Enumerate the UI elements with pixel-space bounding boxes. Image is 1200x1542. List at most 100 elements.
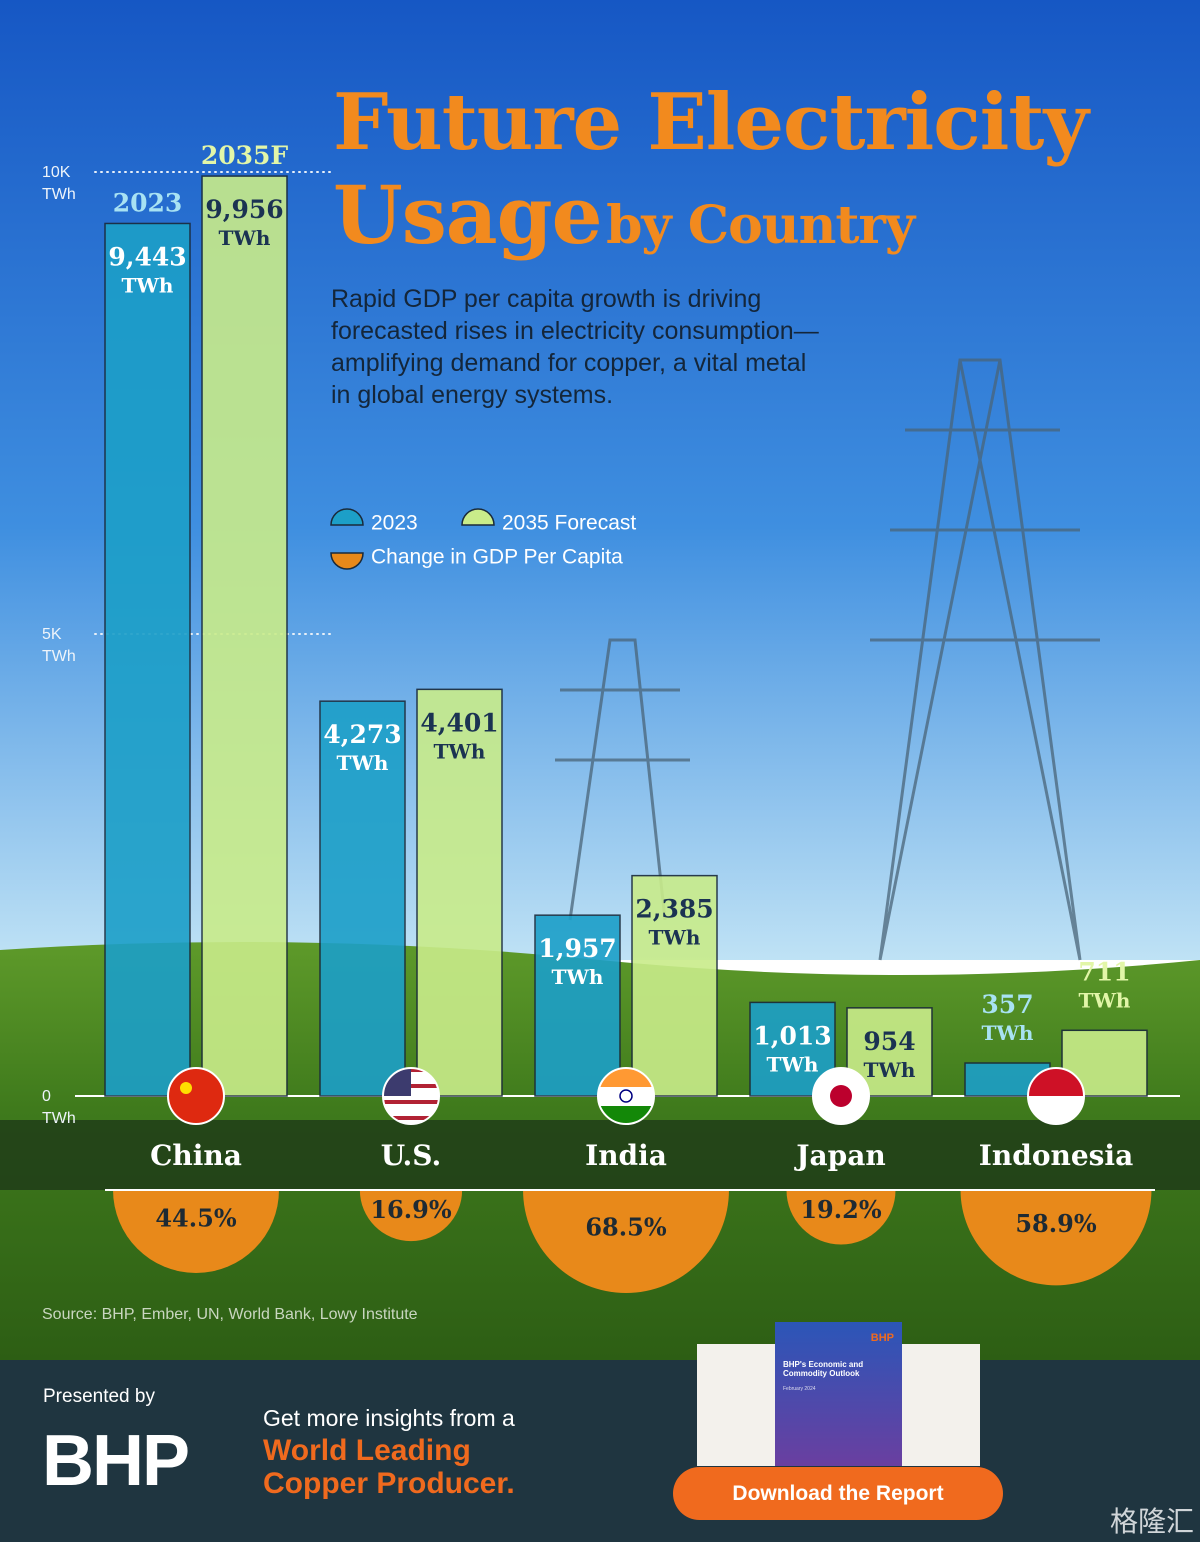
gdp-label: 68.5%	[585, 1212, 666, 1241]
category-label: China	[150, 1139, 242, 1172]
legend-label: Change in GDP Per Capita	[371, 546, 623, 569]
report-page-right	[902, 1344, 980, 1466]
category-label: Indonesia	[979, 1139, 1133, 1172]
value-label: 4,273	[323, 720, 401, 749]
flag-body	[383, 1068, 439, 1124]
value-unit: TWh	[434, 739, 486, 763]
title-line2-big: Usage	[333, 168, 602, 262]
flag	[167, 1067, 225, 1125]
category-label: Japan	[793, 1139, 885, 1172]
bar	[749, 1001, 836, 1097]
value-label: 9,443	[108, 242, 186, 271]
legend-swatch	[330, 508, 364, 526]
value-unit: TWh	[864, 1058, 916, 1082]
gdp-label: 58.9%	[1015, 1209, 1096, 1238]
flag-ring	[1027, 1067, 1085, 1125]
value-label: 9,956	[205, 195, 283, 224]
bar	[416, 688, 503, 1097]
gdp-half-circle	[359, 1190, 463, 1242]
value-unit: TWh	[122, 273, 174, 297]
title-line2: Usage by Country	[333, 168, 915, 283]
flag	[597, 1067, 655, 1125]
value-label: 1,957	[538, 934, 616, 963]
legend-swatch	[330, 552, 364, 570]
value-label: 954	[863, 1027, 915, 1056]
flag-body	[813, 1068, 869, 1124]
y-tick-label: 5K TWh	[42, 626, 76, 665]
value-unit: TWh	[552, 965, 604, 989]
legend-label: 2023	[371, 512, 418, 535]
category-label: U.S.	[381, 1139, 442, 1172]
flag-body	[168, 1068, 224, 1124]
value-label: 1,013	[753, 1021, 831, 1050]
value-label: 357	[981, 990, 1033, 1019]
gdp-half-circle	[960, 1190, 1152, 1286]
subtitle: Rapid GDP per capita growth is driving f…	[331, 285, 819, 409]
gdp-half-circle	[113, 1190, 279, 1273]
flag-part	[383, 1104, 439, 1108]
flag	[1027, 1067, 1085, 1125]
flag-part	[383, 1108, 439, 1112]
value-unit: TWh	[767, 1052, 819, 1076]
value-label: 2,385	[635, 895, 713, 924]
report-page-left	[697, 1344, 777, 1466]
value-label: 711	[1078, 957, 1130, 986]
flag-ring	[812, 1067, 870, 1125]
category-label: India	[585, 1139, 667, 1172]
report-cover: BHP BHP's Economic and Commodity Outlook…	[775, 1322, 902, 1466]
legend-swatch	[461, 508, 495, 526]
y-tick-label: 10K TWh	[42, 164, 76, 203]
flag-part	[598, 1087, 654, 1106]
report-brand: BHP	[870, 1332, 894, 1344]
cta-highlight: World Leading Copper Producer.	[263, 1434, 515, 1500]
sky	[0, 0, 1200, 960]
title-line2-small: by Country	[606, 195, 915, 256]
gdp-half-circle	[523, 1190, 729, 1293]
download-button[interactable]: Download the Report	[673, 1467, 1003, 1520]
flag-part	[383, 1112, 439, 1116]
bar	[201, 175, 288, 1097]
report-date: February 2024	[783, 1386, 816, 1392]
source: Source: BHP, Ember, UN, World Bank, Lowy…	[42, 1306, 418, 1323]
bar	[631, 874, 718, 1097]
flag-ring	[167, 1067, 225, 1125]
bar	[319, 700, 406, 1097]
title-line1: Future Electricity	[333, 77, 1089, 168]
value-unit: TWh	[982, 1021, 1034, 1045]
tower	[555, 358, 1100, 961]
flag-part	[383, 1100, 439, 1104]
flag	[812, 1067, 870, 1125]
legend-label: 2035 Forecast	[502, 512, 636, 535]
flag	[382, 1067, 440, 1125]
value-label: 4,401	[420, 708, 498, 737]
series-tag: 2035F	[201, 141, 289, 170]
gdp-label: 44.5%	[155, 1204, 236, 1233]
gdp-label: 19.2%	[800, 1195, 881, 1224]
flag-star	[180, 1082, 192, 1094]
cta: Get more insights from a	[263, 1405, 515, 1431]
gdp-half-circle	[786, 1190, 896, 1245]
value-unit: TWh	[1079, 988, 1131, 1012]
brand: BHP	[42, 1421, 190, 1501]
flag-part	[383, 1120, 439, 1124]
flag-ring	[597, 1067, 655, 1125]
presented-by: Presented by	[43, 1386, 155, 1407]
footer-band	[0, 1360, 1200, 1542]
value-unit: TWh	[337, 751, 389, 775]
bar	[534, 914, 621, 1097]
flag-part	[383, 1116, 439, 1120]
flag-part	[168, 1068, 224, 1124]
bar	[104, 222, 191, 1097]
report-title: BHP's Economic and Commodity Outlook	[783, 1360, 864, 1378]
flag-wheel	[619, 1089, 633, 1103]
y-tick-label: 0 TWh	[42, 1088, 76, 1127]
flag-ring	[382, 1067, 440, 1125]
gdp-label: 16.9%	[370, 1195, 451, 1224]
value-unit: TWh	[219, 226, 271, 250]
value-unit: TWh	[649, 926, 701, 950]
series-tag: 2023	[113, 188, 183, 217]
flag-part	[383, 1096, 439, 1100]
flag-sun	[830, 1085, 852, 1107]
